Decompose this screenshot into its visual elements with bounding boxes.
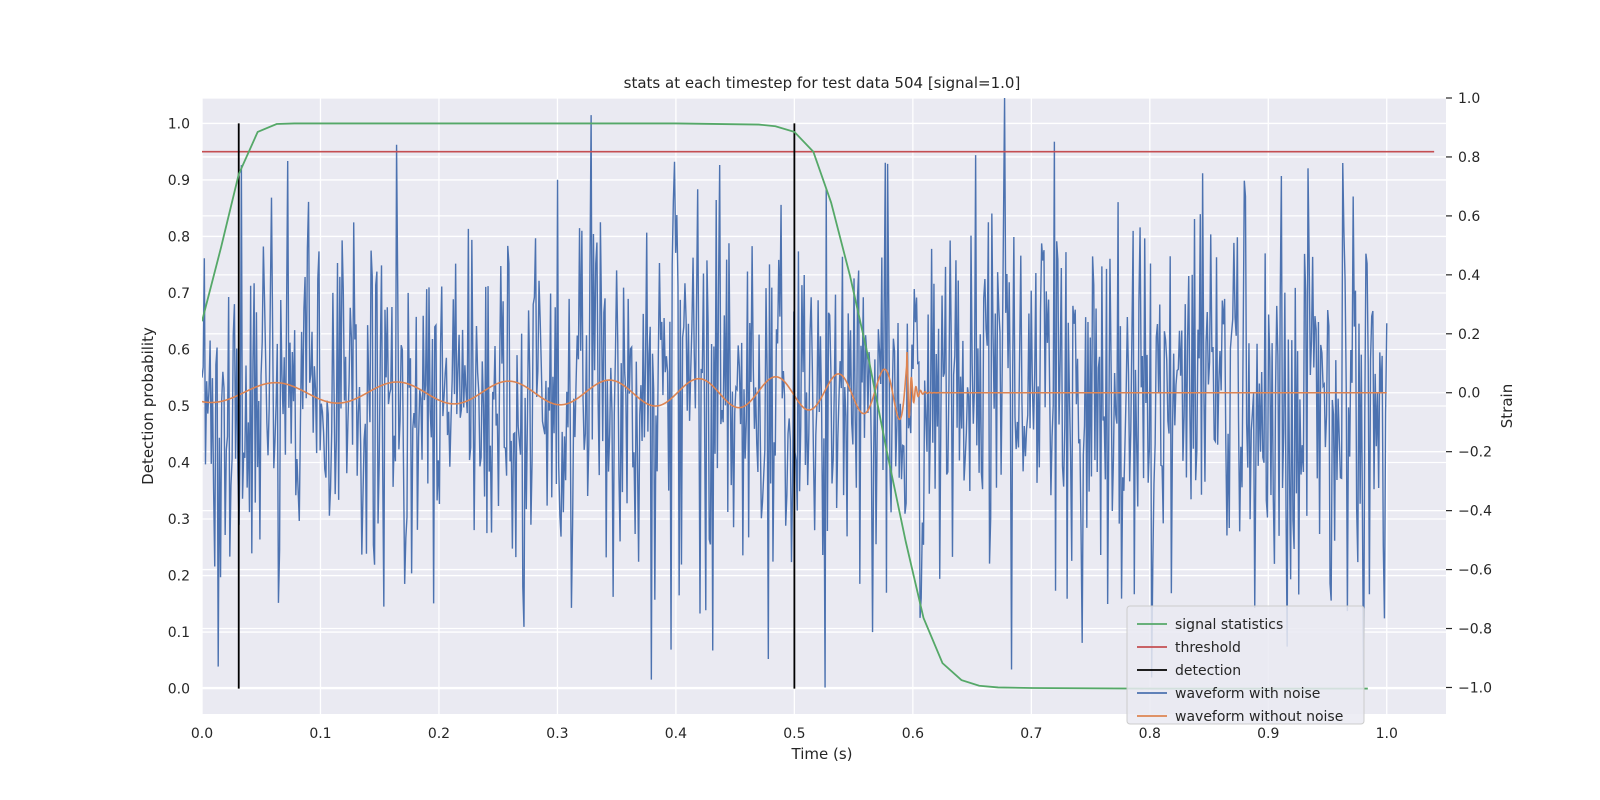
left-y-tick-label: 0.8: [168, 229, 190, 245]
x-tick-label: 0.8: [1139, 726, 1161, 742]
left-y-tick-label: 0.5: [168, 399, 190, 415]
right-y-axis-label: Strain: [1498, 384, 1516, 428]
legend-label: threshold: [1175, 640, 1241, 656]
x-tick-label: 0.6: [902, 726, 924, 742]
x-axis-ticks: 0.0 0.1 0.2 0.3 0.4 0.5 0.6 0.7 0.8 0.9 1.0: [191, 726, 1398, 742]
series-layer: [202, 98, 1435, 690]
right-y-tick-label: 0.0: [1458, 386, 1480, 402]
x-tick-label: 0.1: [309, 726, 331, 742]
x-tick-label: 0.9: [1257, 726, 1279, 742]
legend-label: waveform with noise: [1175, 686, 1320, 702]
left-y-tick-label: 0.2: [168, 569, 190, 585]
series-signal-statistics: [202, 122, 1368, 690]
left-y-tick-label: 0.6: [168, 342, 190, 358]
left-y-tick-label: 1.0: [168, 116, 190, 132]
x-tick-label: 0.0: [191, 726, 213, 742]
left-y-tick-label: 0.7: [168, 286, 190, 302]
legend-label: waveform without noise: [1175, 709, 1343, 725]
left-y-tick-label: 0.9: [168, 173, 190, 189]
x-axis-label: Time (s): [791, 745, 853, 763]
right-y-tick-label: −0.4: [1458, 504, 1492, 520]
x-tick-label: 0.4: [665, 726, 687, 742]
right-y-tick-label: −0.2: [1458, 445, 1492, 461]
right-y-tick-label: 0.8: [1458, 150, 1480, 166]
left-axis-ticks: 0.0 0.1 0.2 0.3 0.4 0.5 0.6 0.7 0.8 0.9 1.0: [168, 116, 190, 697]
left-y-tick-label: 0.1: [168, 625, 190, 641]
right-y-tick-label: −0.8: [1458, 622, 1492, 638]
right-y-tick-label: −1.0: [1458, 680, 1492, 696]
x-tick-label: 0.2: [428, 726, 450, 742]
legend-label: signal statistics: [1175, 617, 1283, 633]
legend-box: [1126, 605, 1365, 725]
right-y-tick-label: 1.0: [1458, 91, 1480, 107]
left-y-tick-label: 0.0: [168, 682, 190, 698]
right-axis-ticks: −1.0 −0.8 −0.6 −0.4 −0.2 0.0 0.2 0.4 0.6 0.8 1.0: [1446, 91, 1492, 696]
right-y-tick-label: 0.6: [1458, 209, 1480, 225]
x-tick-label: 1.0: [1376, 726, 1398, 742]
right-y-tick-label: 0.4: [1458, 268, 1480, 284]
legend-label: detection: [1175, 663, 1241, 679]
x-tick-label: 0.7: [1020, 726, 1042, 742]
left-y-axis-label: Detection probability: [139, 327, 157, 485]
x-tick-label: 0.3: [546, 726, 568, 742]
legend: signal statistics threshold detection wavef…: [1126, 605, 1365, 725]
right-y-tick-label: −0.6: [1458, 563, 1492, 579]
right-y-tick-label: 0.2: [1458, 327, 1480, 343]
chart-title: stats at each timestep for test data 504…: [624, 74, 1021, 92]
left-y-tick-label: 0.4: [168, 456, 190, 472]
x-tick-label: 0.5: [783, 726, 805, 742]
left-y-tick-label: 0.3: [168, 512, 190, 528]
